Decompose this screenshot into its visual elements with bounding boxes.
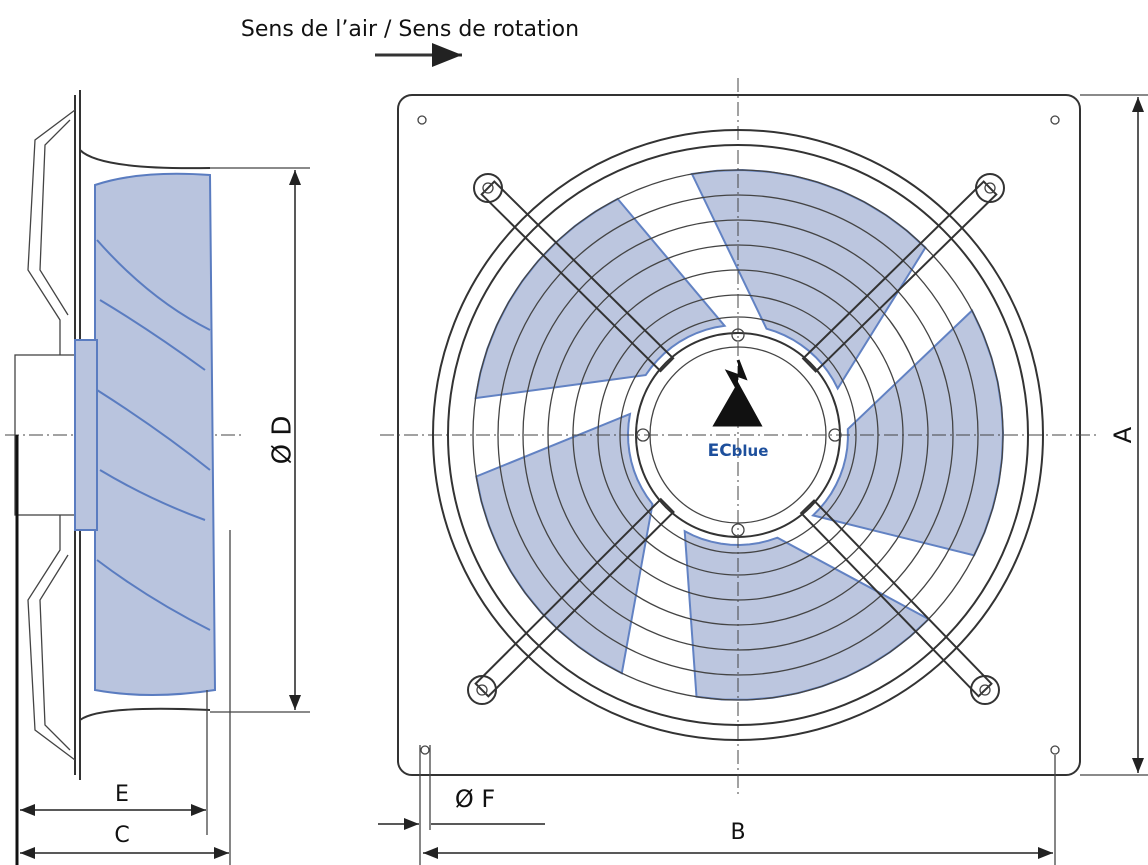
- spoke-eye-hole: [482, 182, 494, 194]
- guard-ring: [572, 269, 904, 601]
- label-e: E: [115, 782, 129, 807]
- guard: [432, 129, 1044, 741]
- rotor: [74, 339, 98, 531]
- hole: [1050, 745, 1060, 755]
- logo-blue: blue: [732, 442, 769, 460]
- side-guard: [39, 119, 71, 751]
- spoke-eye-hole: [984, 182, 996, 194]
- title: Sens de l’air / Sens de rotation: [241, 17, 579, 42]
- front-blade: [475, 412, 654, 675]
- guard-ring: [432, 129, 1044, 741]
- logo-text: ECblue: [708, 441, 769, 461]
- hub-disk: [649, 346, 827, 524]
- label-c: C: [114, 823, 129, 848]
- hub-ring: [635, 332, 841, 538]
- guard-ring: [497, 194, 979, 676]
- label-f: Ø F: [455, 785, 495, 813]
- hole: [420, 745, 430, 755]
- spoke-eye: [473, 173, 503, 203]
- hub-hole: [731, 523, 745, 537]
- spoke-eye: [970, 675, 1000, 705]
- spoke-eye-hole: [476, 684, 488, 696]
- hub-hole: [828, 428, 842, 442]
- side-view: Ø D E C: [14, 90, 310, 865]
- logo-mark: [712, 359, 763, 427]
- hole: [417, 115, 427, 125]
- hole: [1050, 115, 1060, 125]
- guard-ring: [447, 144, 1029, 726]
- guard-ring: [597, 294, 879, 576]
- spoke-eye-hole: [979, 684, 991, 696]
- logo-ec: EC: [708, 441, 732, 461]
- front-blade: [690, 168, 927, 391]
- side-blades: [94, 172, 217, 696]
- guard-ring: [547, 244, 929, 626]
- spoke-eye: [975, 173, 1005, 203]
- drawing: [5, 78, 1100, 795]
- spoke: [480, 180, 675, 373]
- spoke-eye: [467, 675, 497, 705]
- spoke: [799, 499, 993, 698]
- guard-ring: [522, 219, 954, 651]
- hub-hole: [636, 428, 650, 442]
- guard-ring: [472, 169, 1004, 701]
- guard-ring: [619, 316, 857, 554]
- hub: ECblue: [635, 328, 842, 538]
- spoke: [801, 180, 998, 373]
- blade-edges: [96, 239, 211, 631]
- hub-hole: [731, 328, 745, 342]
- side-guard: [27, 109, 76, 761]
- spoke: [474, 497, 675, 698]
- label-b: B: [730, 820, 745, 845]
- label-d: Ø D: [268, 416, 298, 465]
- label-a: A: [1109, 426, 1137, 443]
